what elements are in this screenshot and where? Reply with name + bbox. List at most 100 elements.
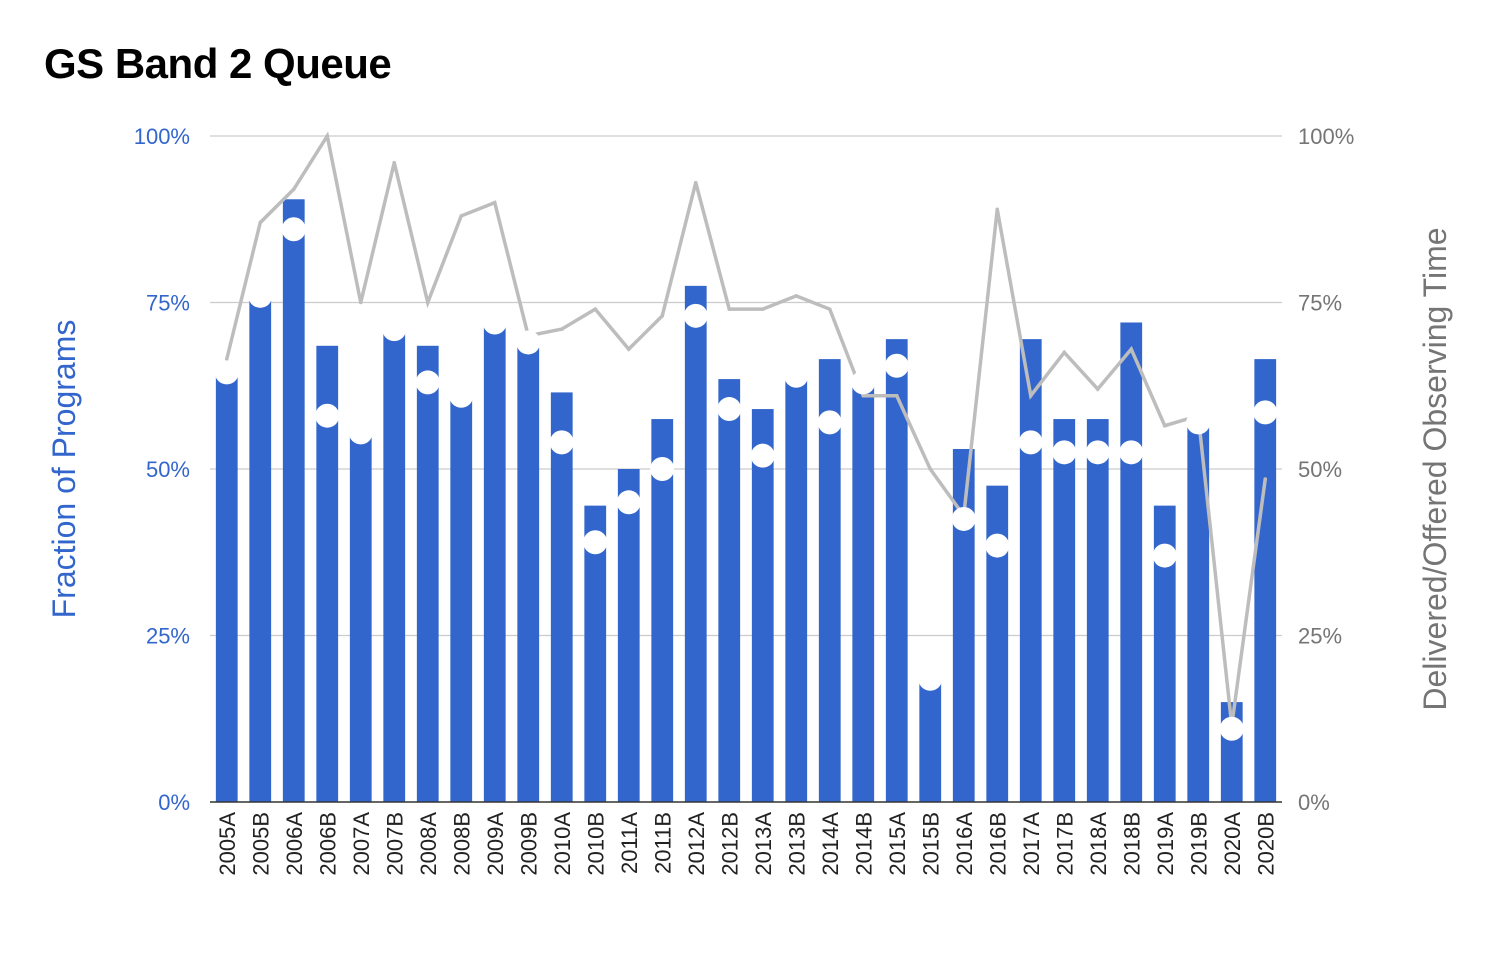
- bar: [517, 342, 540, 802]
- y2-tick-label: 100%: [1298, 124, 1354, 149]
- x-tick-label: 2017A: [1019, 812, 1044, 876]
- y-tick-label: 75%: [146, 291, 190, 316]
- x-tick-label: 2019A: [1153, 812, 1178, 876]
- dot-point: [449, 383, 474, 408]
- bar: [785, 375, 808, 802]
- x-tick-label: 2006B: [315, 812, 340, 876]
- x-tick-label: 2018B: [1119, 812, 1144, 876]
- dot-point: [650, 457, 675, 481]
- x-tick-label: 2016A: [952, 812, 977, 876]
- line-point: [626, 347, 631, 351]
- dot-point: [717, 397, 742, 422]
- line-point: [1263, 477, 1268, 481]
- line-point: [291, 187, 296, 192]
- dot-point: [884, 353, 909, 378]
- dot-point: [1018, 430, 1043, 455]
- line-point: [928, 467, 933, 471]
- y2-tick-label: 25%: [1298, 624, 1342, 649]
- dot-point: [482, 310, 507, 335]
- bar: [1053, 419, 1076, 802]
- dot-point: [583, 530, 608, 555]
- x-tick-label: 2016B: [985, 812, 1010, 876]
- y2-tick-label: 50%: [1298, 457, 1342, 482]
- dot-series: [214, 217, 1278, 741]
- bar: [249, 295, 272, 802]
- line-point: [827, 307, 832, 311]
- x-tick-label: 2014B: [851, 812, 876, 876]
- line-point: [593, 307, 598, 311]
- dot-point: [1085, 440, 1110, 465]
- y-axis-label: Fraction of Programs: [46, 320, 82, 619]
- line-point: [1062, 350, 1067, 355]
- bar: [919, 678, 942, 802]
- line-point: [224, 357, 229, 361]
- line-point: [559, 327, 564, 331]
- dot-point: [817, 410, 842, 435]
- bar: [349, 435, 372, 802]
- x-tick-label: 2019B: [1186, 812, 1211, 876]
- bar: [684, 285, 707, 803]
- dot-point: [784, 363, 809, 388]
- x-tick-label: 2010A: [550, 812, 575, 876]
- bar: [952, 449, 975, 802]
- line-point: [894, 393, 899, 398]
- dot-point: [985, 533, 1010, 558]
- bar: [852, 382, 875, 802]
- bar-series: [215, 199, 1277, 803]
- dot-point: [382, 317, 407, 342]
- bar: [215, 375, 238, 802]
- dot-point: [1186, 410, 1211, 435]
- dot-point: [1052, 440, 1077, 465]
- dot-point: [1219, 716, 1244, 741]
- line-series-path: [225, 131, 1267, 726]
- x-tick-label: 2005A: [215, 812, 240, 876]
- x-tick-label: 2007A: [349, 812, 374, 876]
- bar: [483, 322, 506, 802]
- x-tick-label: 2020A: [1220, 812, 1245, 876]
- x-tick-label: 2012B: [717, 812, 742, 876]
- y2-tick-label: 75%: [1298, 291, 1342, 316]
- line-series: [224, 131, 1268, 728]
- x-tick-label: 2012A: [684, 812, 709, 876]
- dot-point: [415, 370, 440, 395]
- line-point: [1028, 393, 1033, 398]
- line-point: [392, 160, 397, 165]
- line-point: [325, 134, 330, 138]
- bar: [1086, 419, 1109, 802]
- x-tick-label: 2011B: [650, 812, 675, 874]
- y-tick-label: 100%: [134, 124, 190, 149]
- dot-point: [616, 490, 641, 515]
- line-point: [358, 300, 363, 305]
- line-point: [794, 294, 799, 298]
- dot-point: [951, 506, 976, 531]
- line-point: [1162, 423, 1167, 428]
- dot-point: [1253, 400, 1278, 425]
- chart-title: GS Band 2 Queue: [44, 40, 392, 87]
- dot-point: [315, 403, 340, 428]
- dot-point: [1152, 543, 1177, 568]
- dot-point: [214, 360, 239, 385]
- bar: [1120, 322, 1143, 802]
- dot-point: [851, 370, 876, 395]
- line-point: [425, 300, 430, 305]
- dot-point: [918, 666, 943, 691]
- line-point: [459, 214, 464, 218]
- x-tick-label: 2011A: [617, 812, 642, 874]
- line-point: [258, 220, 263, 225]
- x-tick-label: 2005B: [248, 812, 273, 876]
- x-tick-label: 2017B: [1052, 812, 1077, 876]
- bar: [316, 345, 339, 802]
- x-tick-label: 2009B: [516, 812, 541, 876]
- x-tick-label: 2008A: [416, 812, 441, 876]
- dot-point: [549, 430, 574, 455]
- line-point: [760, 307, 765, 311]
- bar: [1187, 425, 1210, 802]
- x-tick-label: 2007B: [382, 812, 407, 876]
- bar: [282, 199, 305, 802]
- y2-tick-label: 0%: [1298, 790, 1330, 815]
- bar: [986, 485, 1009, 802]
- x-tick-label: 2015A: [885, 812, 910, 876]
- y-tick-label: 50%: [146, 457, 190, 482]
- bar: [584, 505, 607, 802]
